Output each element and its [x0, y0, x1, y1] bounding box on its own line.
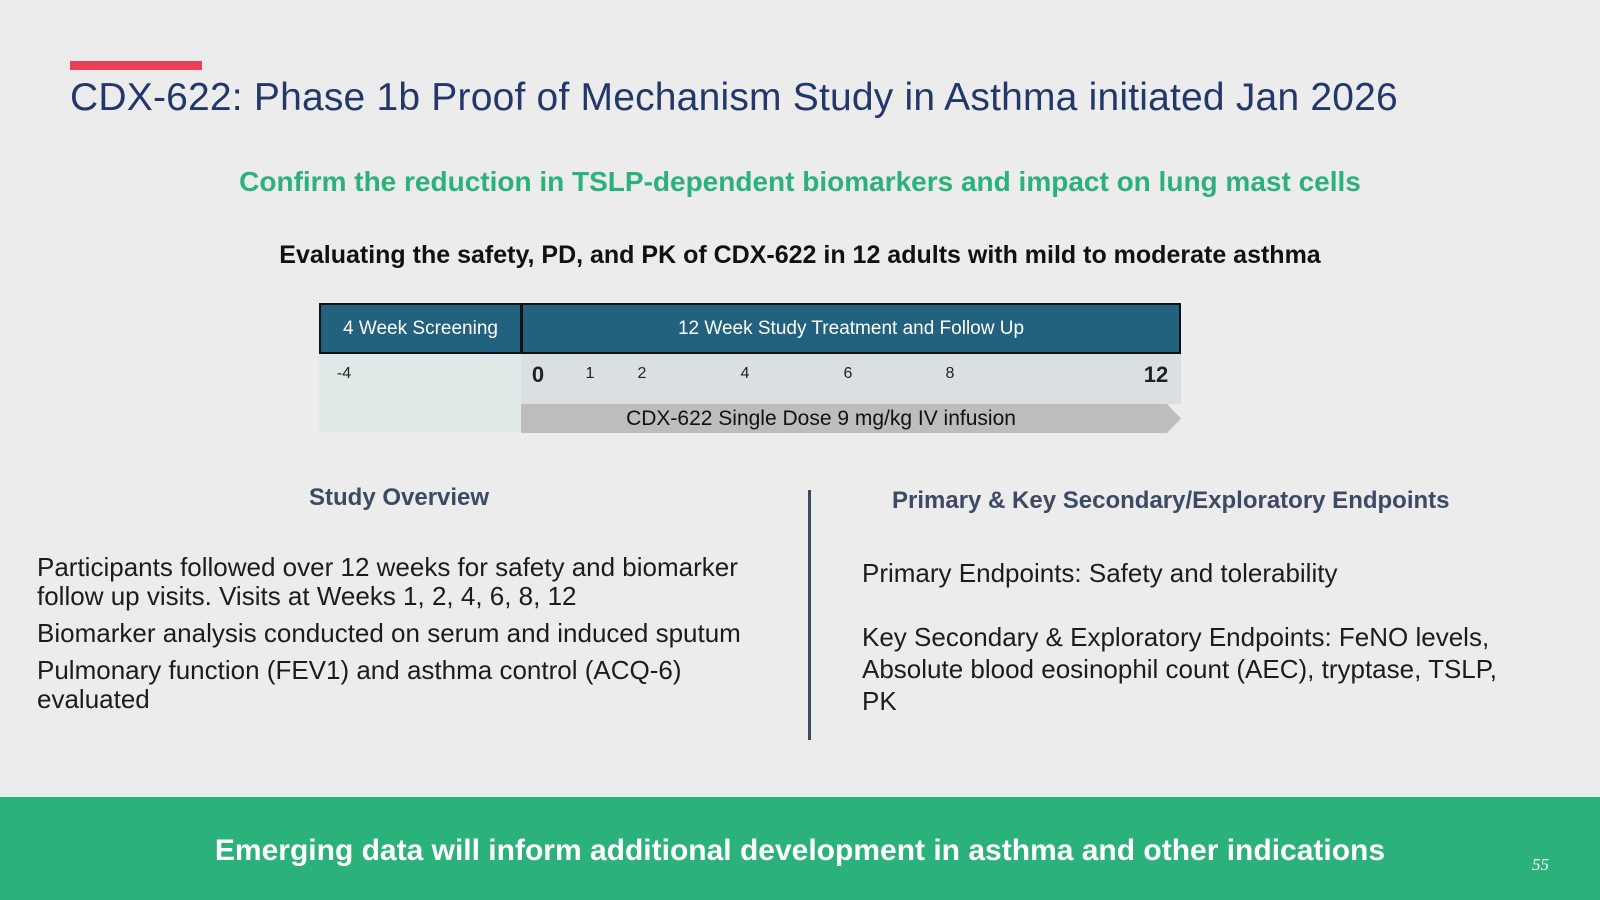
- dose-label: CDX-622 Single Dose 9 mg/kg IV infusion: [626, 406, 1016, 430]
- primary-endpoints: Primary Endpoints: Safety and tolerabili…: [862, 558, 1338, 588]
- screening-period-label: 4 Week Screening: [343, 317, 498, 339]
- list-item: Participants followed over 12 weeks for …: [37, 552, 738, 611]
- week-tick-0: 0: [531, 362, 545, 387]
- week-tick-8: 8: [945, 365, 955, 382]
- screening-period-header: 4 Week Screening: [319, 303, 522, 354]
- footer-message: Emerging data will inform additional dev…: [214, 834, 1386, 867]
- study-tagline: Evaluating the safety, PD, and PK of CDX…: [279, 241, 1321, 269]
- list-item: Biomarker analysis conducted on serum an…: [37, 618, 741, 648]
- study-overview-list: Participants followed over 12 weeks for …: [37, 553, 777, 722]
- slide-subtitle: Confirm the reduction in TSLP-dependent …: [239, 166, 1361, 197]
- footer-band: [0, 797, 1600, 900]
- slide-title: CDX-622: Phase 1b Proof of Mechanism Stu…: [70, 76, 1398, 119]
- study-overview-heading: Study Overview: [309, 484, 490, 511]
- screening-period-body: [319, 354, 522, 432]
- treatment-period-header: 12 Week Study Treatment and Follow Up: [521, 303, 1181, 354]
- dose-arrow: [521, 404, 1181, 433]
- week-tick-4: 4: [740, 365, 750, 382]
- treatment-period-body: [521, 354, 1181, 404]
- treatment-period-label: 12 Week Study Treatment and Follow Up: [677, 317, 1025, 339]
- week-tick-1: 1: [585, 365, 595, 382]
- column-divider: [808, 490, 811, 740]
- list-item: Pulmonary function (FEV1) and asthma con…: [37, 655, 682, 714]
- secondary-endpoints: Key Secondary & Exploratory Endpoints: F…: [862, 622, 1497, 716]
- week-tick-12: 12: [1143, 362, 1169, 387]
- title-accent-bar: [70, 61, 202, 70]
- page-number: 55: [1532, 855, 1549, 874]
- week-tick-6: 6: [843, 365, 853, 382]
- endpoints-heading: Primary & Key Secondary/Exploratory Endp…: [892, 487, 1450, 514]
- week-tick-screening: -4: [336, 365, 352, 382]
- week-tick-2: 2: [637, 365, 647, 382]
